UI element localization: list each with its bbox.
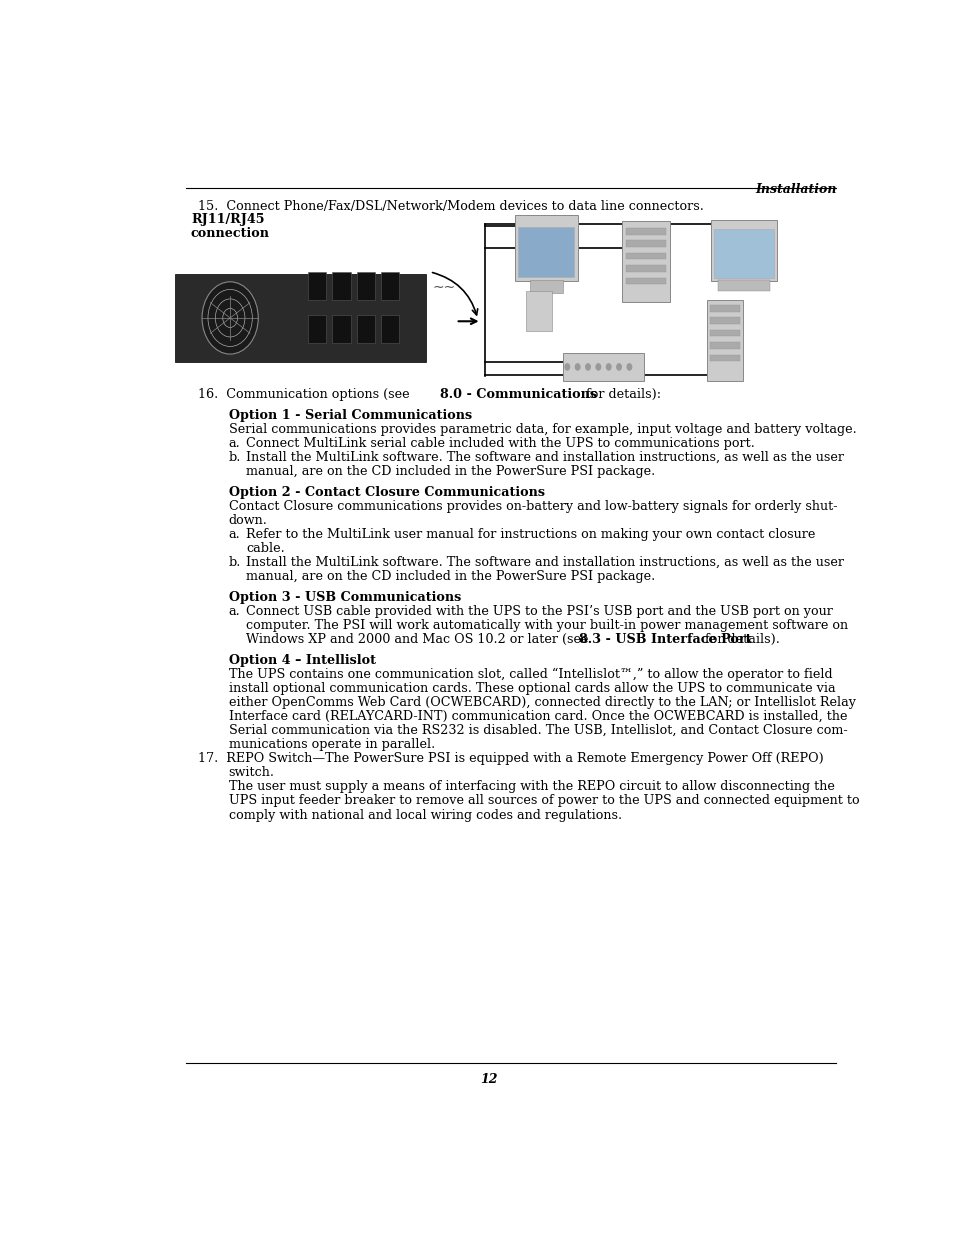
Text: Install the MultiLink software. The software and installation instructions, as w: Install the MultiLink software. The soft… [246,556,843,569]
Text: manual, are on the CD included in the PowerSure PSI package.: manual, are on the CD included in the Po… [246,571,655,583]
Text: The user must supply a means of interfacing with the REPO circuit to allow disco: The user must supply a means of interfac… [229,781,834,793]
Bar [356,315,375,343]
Circle shape [584,363,590,370]
Bar [706,300,741,382]
Bar [625,228,666,235]
Bar [625,278,666,284]
Bar [709,330,739,336]
Text: switch.: switch. [229,767,274,779]
Text: RJ11/RJ45: RJ11/RJ45 [191,214,264,226]
Text: Connect MultiLink serial cable included with the UPS to communications port.: Connect MultiLink serial cable included … [246,437,755,450]
Text: 15.  Connect Phone/Fax/DSL/Network/Modem devices to data line connectors.: 15. Connect Phone/Fax/DSL/Network/Modem … [198,200,703,212]
Bar [709,317,739,324]
Text: either OpenComms Web Card (OCWEBCARD), connected directly to the LAN; or Intelli: either OpenComms Web Card (OCWEBCARD), c… [229,697,855,709]
Text: down.: down. [229,514,267,527]
Bar [625,266,666,272]
Text: 12: 12 [479,1073,497,1087]
Bar [718,280,769,291]
Text: Installation: Installation [754,183,836,196]
Text: munications operate in parallel.: munications operate in parallel. [229,739,435,751]
Bar [308,272,326,300]
Text: Serial communication via the RS232 is disabled. The USB, Intellislot, and Contac: Serial communication via the RS232 is di… [229,724,846,737]
Bar [709,305,739,311]
Text: Install the MultiLink software. The software and installation instructions, as w: Install the MultiLink software. The soft… [246,451,843,464]
Text: 16.  Communication options (see: 16. Communication options (see [198,388,414,401]
Text: Windows XP and 2000 and Mac OS 10.2 or later (see: Windows XP and 2000 and Mac OS 10.2 or l… [246,634,593,646]
Text: for details):: for details): [581,388,660,401]
Bar [621,221,669,303]
Text: a.: a. [229,605,240,618]
Text: install optional communication cards. These optional cards allow the UPS to comm: install optional communication cards. Th… [229,682,835,695]
Bar [356,272,375,300]
Text: Connect USB cable provided with the UPS to the PSI’s USB port and the USB port o: Connect USB cable provided with the UPS … [246,605,832,618]
Text: for details).: for details). [700,634,780,646]
Bar [380,272,399,300]
Circle shape [595,363,600,370]
Bar [709,342,739,348]
Text: computer. The PSI will work automatically with your built-in power management so: computer. The PSI will work automaticall… [246,619,847,632]
Text: b.: b. [229,556,241,569]
Text: manual, are on the CD included in the PowerSure PSI package.: manual, are on the CD included in the Po… [246,464,655,478]
Circle shape [574,363,580,370]
Text: Refer to the MultiLink user manual for instructions on making your own contact c: Refer to the MultiLink user manual for i… [246,527,815,541]
Text: Option 2 - Contact Closure Communications: Option 2 - Contact Closure Communication… [229,485,544,499]
Text: Option 4 – Intellislot: Option 4 – Intellislot [229,653,375,667]
Circle shape [202,282,258,354]
Bar [332,272,351,300]
Text: Serial communications provides parametric data, for example, input voltage and b: Serial communications provides parametri… [229,422,856,436]
Bar [713,230,774,278]
Circle shape [564,363,570,370]
Circle shape [605,363,611,370]
Bar [518,227,574,277]
Text: UPS input feeder breaker to remove all sources of power to the UPS and connected: UPS input feeder breaker to remove all s… [229,794,859,808]
Bar [308,315,326,343]
Bar [625,253,666,259]
Text: Contact Closure communications provides on-battery and low-battery signals for o: Contact Closure communications provides … [229,500,837,513]
Bar [625,241,666,247]
Bar [529,280,562,293]
Text: Interface card (RELAYCARD-INT) communication card. Once the OCWEBCARD is install: Interface card (RELAYCARD-INT) communica… [229,710,846,722]
Text: cable.: cable. [246,542,285,555]
Text: Option 1 - Serial Communications: Option 1 - Serial Communications [229,409,472,421]
Bar [332,315,351,343]
Text: connection: connection [191,227,270,241]
Circle shape [616,363,621,370]
Text: a.: a. [229,437,240,450]
Text: 8.0 - Communications: 8.0 - Communications [439,388,597,401]
Text: comply with national and local wiring codes and regulations.: comply with national and local wiring co… [229,809,621,821]
Circle shape [626,363,632,370]
Text: ∼∼: ∼∼ [433,279,456,294]
Text: 17.  REPO Switch—The PowerSure PSI is equipped with a Remote Emergency Power Off: 17. REPO Switch—The PowerSure PSI is equ… [198,752,823,766]
Bar [174,274,426,362]
Bar [562,353,643,382]
Bar [710,220,777,282]
Text: a.: a. [229,527,240,541]
Text: Option 3 - USB Communications: Option 3 - USB Communications [229,590,460,604]
Text: The UPS contains one communication slot, called “Intellislot™,” to allow the ope: The UPS contains one communication slot,… [229,668,831,680]
Text: 8.3 - USB Interface Port: 8.3 - USB Interface Port [578,634,750,646]
Bar [709,354,739,361]
Bar [380,315,399,343]
Text: b.: b. [229,451,241,464]
Bar [525,291,551,331]
Bar [515,215,577,282]
